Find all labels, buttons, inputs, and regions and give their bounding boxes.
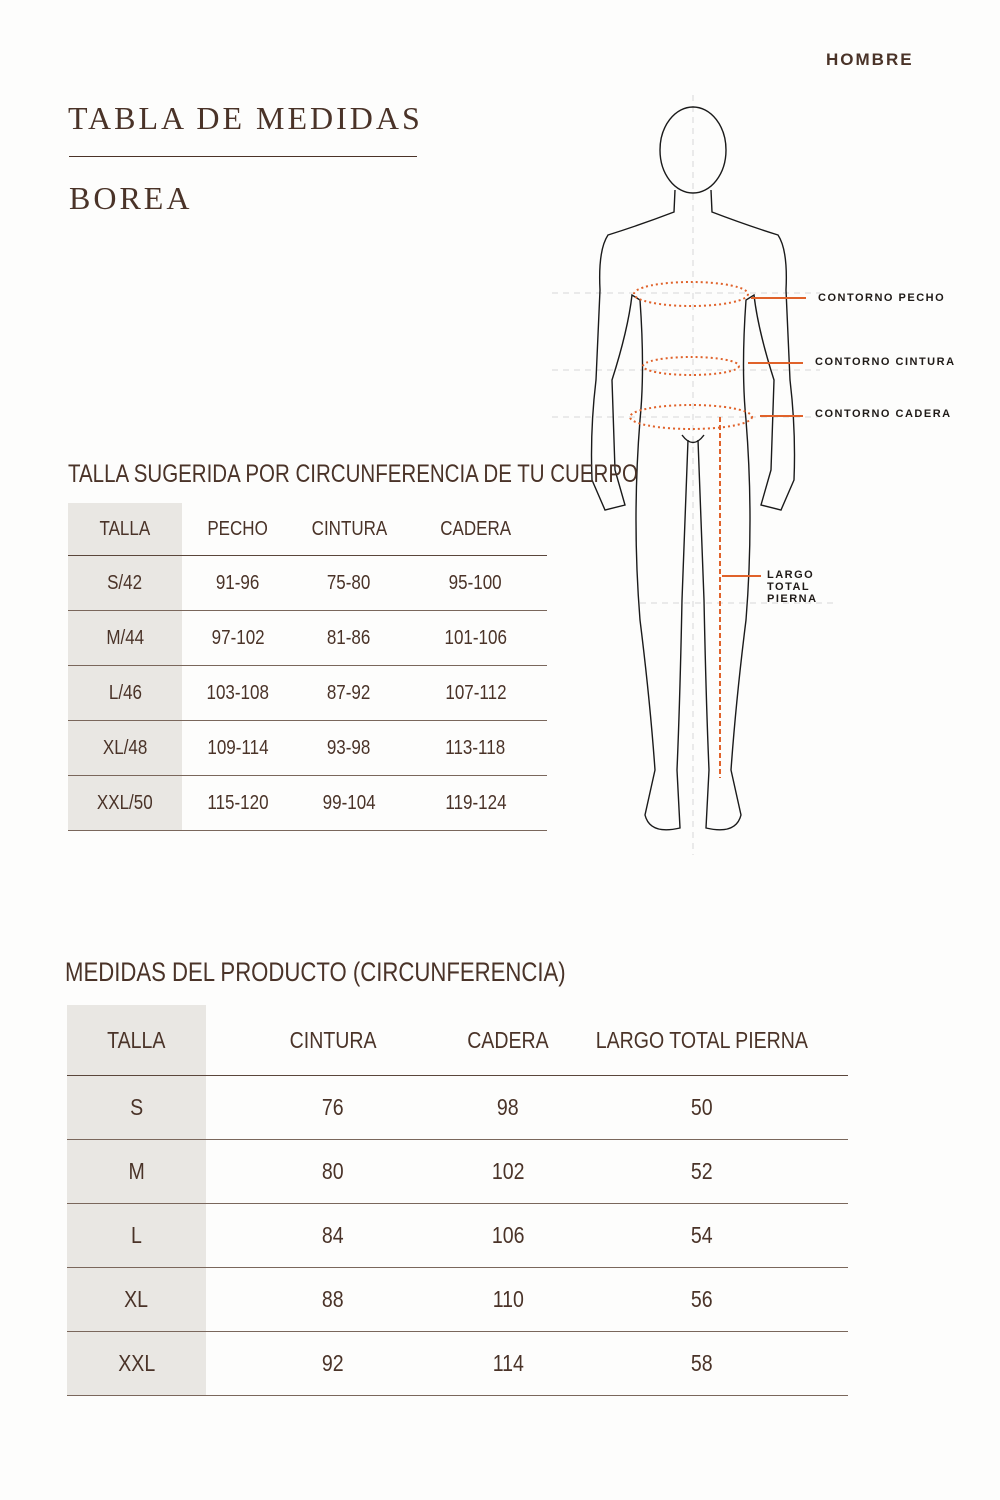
title-divider xyxy=(69,156,417,157)
table-row: XL 88 110 56 xyxy=(67,1267,848,1332)
header-talla: TALLA xyxy=(67,1005,206,1076)
label-chest: CONTORNO PECHO xyxy=(818,292,946,304)
body-table-title: TALLA SUGERIDA POR CIRCUNFERENCIA DE TU … xyxy=(68,460,638,488)
label-hip: CONTORNO CADERA xyxy=(815,408,952,420)
body-outline-icon xyxy=(590,106,796,831)
table-row: M/44 97-102 81-86 101-106 xyxy=(68,610,547,666)
gender-label: HOMBRE xyxy=(826,50,914,69)
table-row: XL/48 109-114 93-98 113-118 xyxy=(68,720,547,776)
page-title: TABLA DE MEDIDAS xyxy=(68,100,423,136)
table-row: M 80 102 52 xyxy=(67,1139,848,1204)
table-row: S/42 91-96 75-80 95-100 xyxy=(68,555,547,611)
body-figure xyxy=(552,95,835,855)
table-row: L 84 106 54 xyxy=(67,1203,848,1268)
body-size-table: TALLA PECHO CINTURA CADERA S/42 91-96 75-8… xyxy=(68,503,547,831)
table-header: TALLA CINTURA CADERA LARGO TOTAL PIERNA xyxy=(67,1005,848,1076)
label-leg: LARGO TOTAL PIERNA xyxy=(767,569,818,605)
table-row: S 76 98 50 xyxy=(67,1075,848,1140)
table-row: XXL 92 114 58 xyxy=(67,1331,848,1396)
header-pecho: PECHO xyxy=(182,503,294,556)
product-name: BOREA xyxy=(69,180,193,216)
label-waist: CONTORNO CINTURA xyxy=(815,356,956,368)
header-cintura: CINTURA xyxy=(294,503,404,556)
header-cintura: CINTURA xyxy=(206,1005,460,1076)
table-header: TALLA PECHO CINTURA CADERA xyxy=(68,503,547,556)
header-cadera: CADERA xyxy=(460,1005,556,1076)
table-row: XXL/50 115-120 99-104 119-124 xyxy=(68,775,547,831)
header-cadera: CADERA xyxy=(404,503,547,556)
table-row: L/46 103-108 87-92 107-112 xyxy=(68,665,547,721)
product-size-table: TALLA CINTURA CADERA LARGO TOTAL PIERNA … xyxy=(67,1005,848,1396)
header-talla: TALLA xyxy=(68,503,182,556)
product-table-title: MEDIDAS DEL PRODUCTO (CIRCUNFERENCIA) xyxy=(65,957,566,987)
header-largo: LARGO TOTAL PIERNA xyxy=(555,1005,848,1076)
